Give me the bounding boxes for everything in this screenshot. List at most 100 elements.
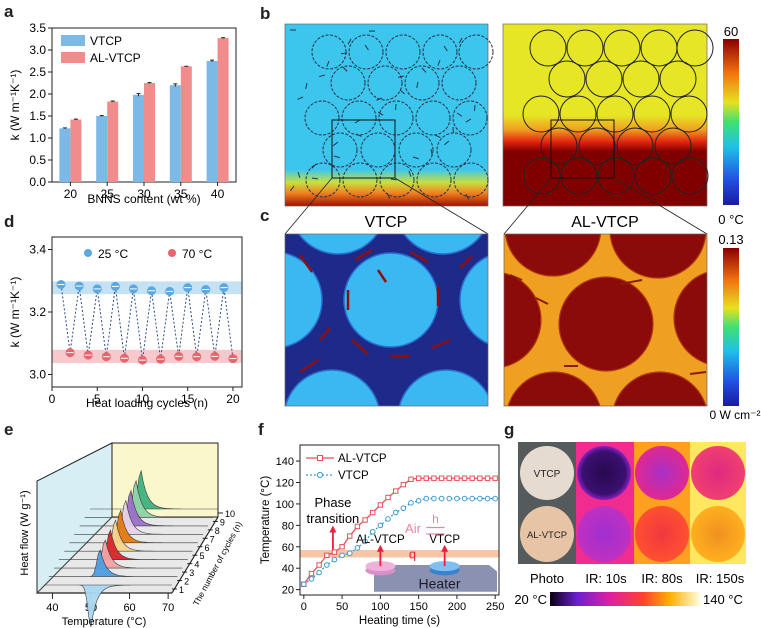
- dsc-curve-cycle-3: [54, 539, 183, 569]
- chart-f-heating: Heater 20 40 60 80 100 120 140 0 50 100 150 200 250 AL…: [260, 444, 504, 627]
- bnns-flake: [311, 177, 319, 180]
- bnns-flake: [347, 38, 352, 45]
- panel-c-vtcp-map: [284, 233, 489, 407]
- x-tick-label: 40: [46, 602, 58, 614]
- heater-label: Heater: [418, 576, 460, 592]
- bnns-flake: [434, 134, 441, 138]
- dsc-curve-cycle-8: [79, 489, 208, 527]
- data-point: [408, 500, 414, 506]
- chart-a-bar: 0.0 0.5 1.0 1.5 2.0 2.5 3.0 3.5 20 25 30 35 40 VTCP AL…: [8, 21, 237, 206]
- zoom-box-right: [550, 119, 615, 179]
- data-point: [446, 495, 453, 502]
- bnns-flake: [412, 156, 419, 160]
- y-tick-label: 1.0: [29, 131, 46, 145]
- y-tick-label: 100: [276, 499, 294, 511]
- x-tick-label: 0: [49, 392, 56, 406]
- bnns-flake: [377, 111, 384, 116]
- bnns-flake: [326, 60, 330, 67]
- q-label: q: [409, 547, 416, 562]
- x-tick-label: 5: [94, 392, 101, 406]
- data-point: [331, 556, 338, 563]
- phase-arrow-head: [329, 525, 337, 533]
- panel-letter-a: a: [4, 2, 14, 21]
- y-tick-label: 3.5: [29, 21, 46, 35]
- data-point: [308, 570, 315, 577]
- bnns-flake: [458, 37, 463, 44]
- y-tick-label: 1.5: [29, 109, 46, 123]
- label-ir-10s: IR: 10s: [585, 571, 627, 586]
- data-point: [354, 523, 361, 530]
- filler-particle: [560, 157, 598, 195]
- bar-vtcp: [169, 85, 181, 182]
- z-tick-label: 1: [179, 585, 184, 595]
- data-point: [477, 495, 483, 502]
- y-tick-label: 3.0: [29, 368, 46, 382]
- x-axis-label: Heating time (s): [359, 615, 440, 627]
- photo-image: VTCP AL-VTCP: [518, 442, 576, 564]
- heat-arrow-vtcp-head: [441, 544, 449, 552]
- bar-al-vtcp: [144, 83, 155, 182]
- x-tick-label: 150: [409, 601, 427, 613]
- bnns-flake: [465, 193, 470, 200]
- legend-label: VTCP: [338, 470, 369, 482]
- x-tick-label: 200: [448, 601, 466, 613]
- panel-c-alvtcp-map: [503, 233, 708, 407]
- bnns-flake: [437, 59, 441, 66]
- z-tick-label: 4: [194, 560, 199, 570]
- z-tick-label: 8: [215, 526, 220, 536]
- data-point: [316, 569, 322, 576]
- phase-label-1: Phase: [314, 495, 351, 510]
- filler-particle: [671, 157, 709, 195]
- bnns-flake: [297, 96, 304, 100]
- data-point: [477, 475, 483, 481]
- bnns-flake: [355, 133, 362, 137]
- plot-frame: [299, 444, 500, 596]
- filler-particle: [422, 34, 458, 70]
- data-point: [362, 517, 368, 523]
- bnns-flake: [376, 97, 383, 101]
- data-point: [469, 475, 475, 481]
- y-tick-label: 60: [282, 542, 294, 554]
- panel-letter-g: g: [504, 420, 515, 439]
- x-tick-label: 40: [211, 187, 225, 201]
- filler-particle: [585, 60, 623, 98]
- x-tick-label: 25: [101, 187, 115, 201]
- data-point: [347, 533, 353, 539]
- filler-particle: [304, 100, 340, 136]
- dsc-curve-cycle-7: [73, 499, 204, 535]
- legend-label: 25 °C: [98, 247, 128, 261]
- dsc-curve-cycle-4: [58, 529, 189, 560]
- panel-b-vtcp-map: [284, 23, 494, 207]
- bnns-flake: [390, 178, 398, 181]
- z-tick-label: 5: [199, 551, 204, 561]
- simulation-maps: 60 0 °C VTCP AL-VTCP: [284, 23, 761, 420]
- panel-letter-c: c: [260, 206, 270, 225]
- bar-al-vtcp: [217, 38, 229, 183]
- filler-particle: [578, 127, 616, 165]
- colorbar-flux-min: 0 W cm⁻²: [710, 408, 761, 420]
- bar-vtcp: [133, 94, 144, 182]
- data-point: [461, 475, 468, 481]
- data-point: [461, 495, 468, 502]
- data-point: [308, 576, 315, 582]
- x-axis-label: Temperature (°C): [62, 616, 146, 628]
- vtcp-illus-label: VTCP: [429, 534, 460, 546]
- bnns-flake: [430, 148, 433, 155]
- chart-d-cycles: 3.0 3.2 3.4 0 5 10 15 20 25 °C 70 °C Heat loading …: [8, 236, 243, 410]
- x-tick-label: 100: [371, 601, 389, 613]
- data-point: [431, 495, 437, 502]
- dsc-curve-cycle-6: [69, 509, 198, 544]
- heater-block: [374, 565, 497, 592]
- data-point: [385, 494, 391, 501]
- colorbar-temp-min: 0 °C: [718, 212, 743, 227]
- bar-al-vtcp: [107, 101, 119, 182]
- y-tick-label: 2.0: [29, 87, 46, 101]
- y-tick-label: 2.5: [29, 65, 46, 79]
- alvtcp-illus-label: AL-VTCP: [356, 534, 405, 546]
- data-point: [392, 509, 399, 516]
- filler-particle: [529, 29, 567, 67]
- filler-particle: [398, 132, 434, 168]
- ir-10s-image: [576, 442, 634, 564]
- filler-particle: [616, 127, 654, 165]
- x-tick-label: 250: [486, 601, 504, 613]
